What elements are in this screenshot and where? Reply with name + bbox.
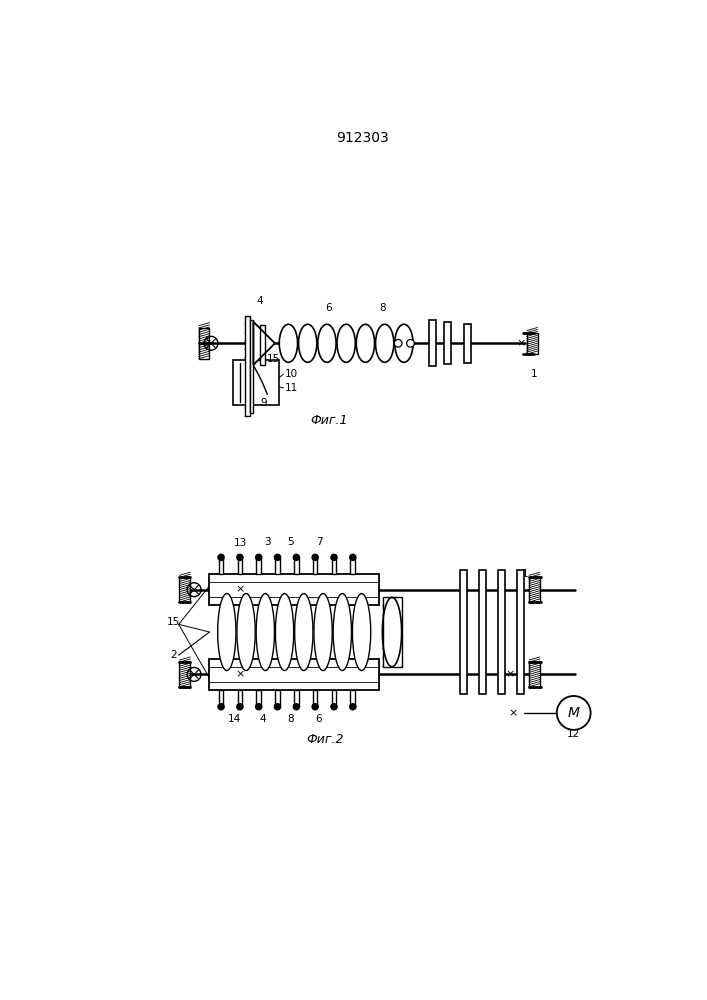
Text: 7: 7 (316, 537, 323, 547)
Circle shape (331, 554, 337, 560)
Bar (382, 597, 402, 667)
Bar (250, 320, 253, 413)
Bar (527, 333, 537, 354)
Bar (257, 557, 261, 574)
Text: 9: 9 (260, 398, 267, 408)
Bar (464, 324, 471, 363)
Bar (180, 662, 190, 687)
Text: 15: 15 (167, 617, 180, 627)
Text: 11: 11 (285, 383, 298, 393)
Text: 2: 2 (170, 650, 177, 660)
Ellipse shape (276, 594, 293, 671)
Ellipse shape (395, 324, 413, 362)
Circle shape (256, 704, 262, 710)
Bar (312, 557, 317, 574)
Ellipse shape (375, 324, 394, 362)
Text: ×: × (235, 669, 245, 679)
Text: Фиг.2: Фиг.2 (306, 733, 344, 746)
Circle shape (312, 554, 318, 560)
Circle shape (293, 704, 299, 710)
Bar (479, 570, 486, 694)
Circle shape (218, 704, 224, 710)
Bar (529, 577, 540, 602)
Bar (498, 570, 506, 694)
Bar (209, 659, 379, 690)
Circle shape (395, 339, 402, 347)
Bar (294, 557, 298, 574)
Bar (460, 570, 467, 694)
Circle shape (274, 704, 281, 710)
Ellipse shape (337, 324, 356, 362)
Bar (444, 322, 451, 364)
Text: 912303: 912303 (337, 131, 389, 145)
Ellipse shape (237, 594, 255, 671)
Bar (180, 577, 190, 602)
Text: 10: 10 (285, 369, 298, 379)
Bar (218, 557, 223, 574)
Circle shape (256, 554, 262, 560)
Bar (275, 557, 280, 574)
Bar (351, 557, 355, 574)
Text: 4: 4 (259, 714, 266, 724)
Text: ×: × (517, 338, 526, 348)
Bar (312, 690, 317, 707)
Ellipse shape (314, 594, 332, 671)
Text: 6: 6 (315, 714, 322, 724)
Ellipse shape (317, 324, 336, 362)
Text: 15: 15 (267, 354, 280, 364)
Text: 8: 8 (380, 303, 386, 313)
Bar (245, 316, 250, 416)
Bar (238, 557, 243, 574)
Circle shape (350, 554, 356, 560)
Ellipse shape (298, 324, 317, 362)
Ellipse shape (279, 324, 298, 362)
Text: ×: × (235, 585, 245, 595)
Ellipse shape (333, 594, 351, 671)
Bar (218, 690, 223, 707)
Ellipse shape (352, 594, 370, 671)
Bar (275, 690, 280, 707)
Circle shape (237, 704, 243, 710)
Text: 4: 4 (256, 296, 263, 306)
Bar (529, 662, 540, 687)
Bar (238, 690, 243, 707)
Ellipse shape (218, 594, 236, 671)
Circle shape (274, 554, 281, 560)
Text: Фиг.1: Фиг.1 (310, 414, 348, 427)
Text: 12: 12 (567, 729, 580, 739)
Text: ×: × (509, 708, 518, 718)
Text: 14: 14 (228, 714, 242, 724)
Bar (351, 690, 355, 707)
Bar (209, 574, 379, 605)
Text: 1: 1 (522, 569, 529, 579)
Text: 6: 6 (325, 303, 332, 313)
Polygon shape (253, 322, 275, 365)
Bar (518, 570, 525, 694)
Bar (332, 557, 337, 574)
Text: 1: 1 (531, 369, 538, 379)
Bar (199, 328, 209, 359)
Circle shape (407, 339, 414, 347)
Ellipse shape (356, 324, 375, 362)
Bar (233, 360, 279, 405)
Text: ×: × (505, 669, 515, 679)
Ellipse shape (256, 594, 274, 671)
Text: 8: 8 (287, 714, 293, 724)
Bar (257, 690, 261, 707)
Text: M: M (568, 706, 580, 720)
Circle shape (312, 704, 318, 710)
Circle shape (350, 704, 356, 710)
Circle shape (331, 704, 337, 710)
Circle shape (237, 554, 243, 560)
Bar (259, 325, 265, 365)
Circle shape (293, 554, 299, 560)
Circle shape (218, 554, 224, 560)
Ellipse shape (295, 594, 313, 671)
Text: 5: 5 (287, 537, 293, 547)
Bar (429, 320, 436, 366)
Bar (332, 690, 337, 707)
Text: 3: 3 (264, 537, 271, 547)
Text: 13: 13 (234, 538, 247, 548)
Bar (294, 690, 298, 707)
